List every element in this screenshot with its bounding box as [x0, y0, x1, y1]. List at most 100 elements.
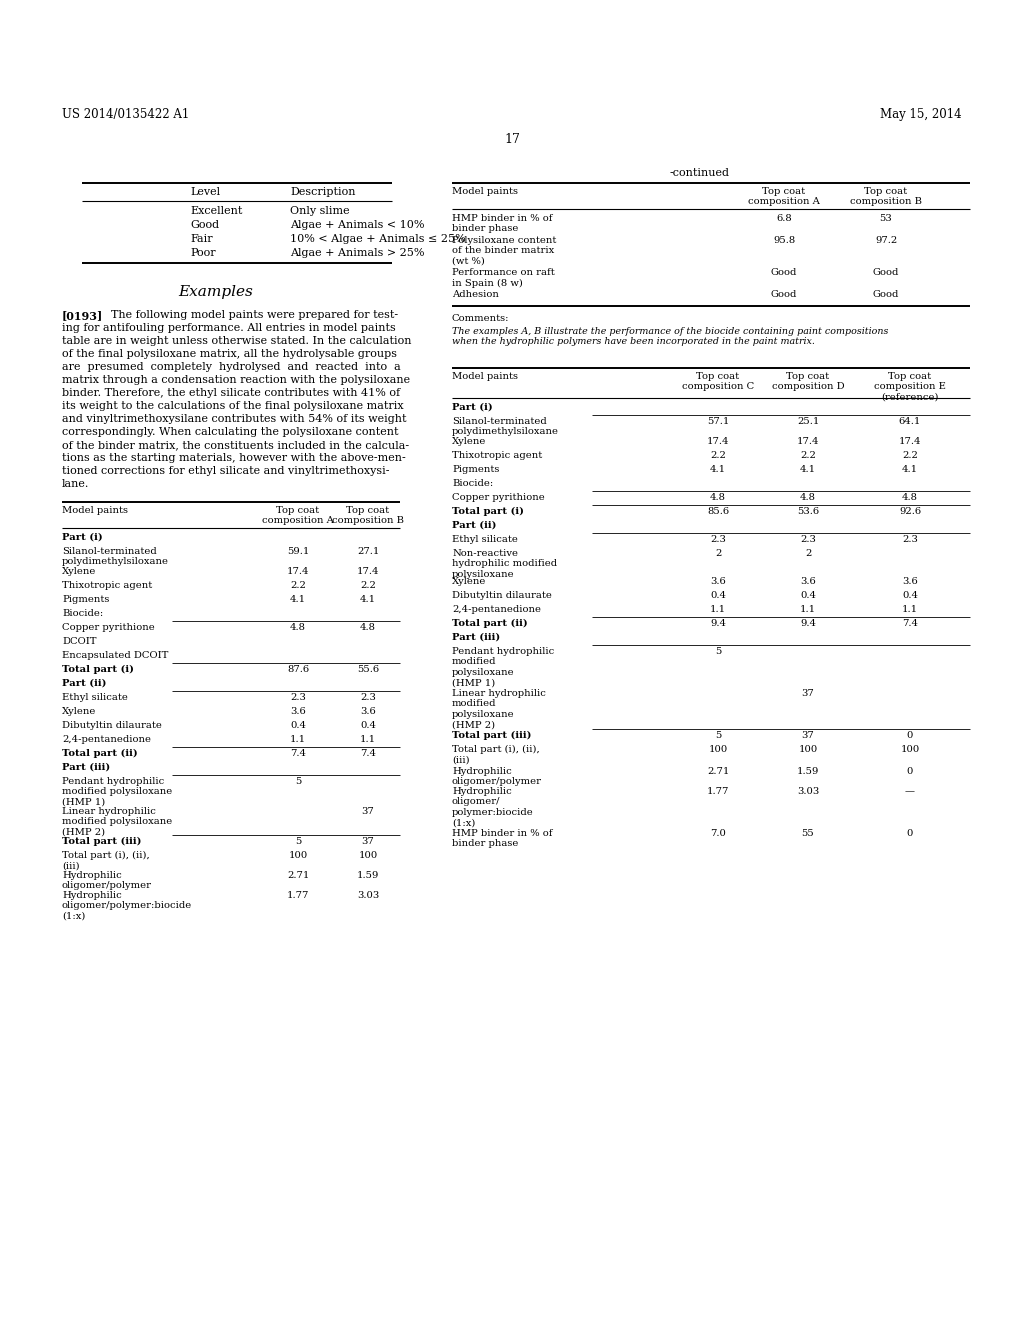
Text: 1.1: 1.1 [360, 735, 376, 744]
Text: Total part (i): Total part (i) [62, 665, 134, 675]
Text: 4.8: 4.8 [902, 492, 918, 502]
Text: 4.1: 4.1 [902, 465, 919, 474]
Text: 7.4: 7.4 [290, 748, 306, 758]
Text: Top coat
composition A: Top coat composition A [749, 187, 820, 206]
Text: Xylene: Xylene [452, 577, 486, 586]
Text: 17.4: 17.4 [287, 568, 309, 576]
Text: Silanol-terminated
polydimethylsiloxane: Silanol-terminated polydimethylsiloxane [62, 546, 169, 566]
Text: 2.71: 2.71 [707, 767, 729, 776]
Text: Ethyl silicate: Ethyl silicate [62, 693, 128, 702]
Text: Ethyl silicate: Ethyl silicate [452, 535, 518, 544]
Text: The examples A, B illustrate the performance of the biocide containing paint com: The examples A, B illustrate the perform… [452, 327, 889, 346]
Text: 6.8: 6.8 [776, 214, 792, 223]
Text: 1.59: 1.59 [797, 767, 819, 776]
Text: Model paints: Model paints [452, 372, 518, 381]
Text: 95.8: 95.8 [773, 236, 795, 246]
Text: Top coat
composition C: Top coat composition C [682, 372, 754, 392]
Text: 3.6: 3.6 [710, 577, 726, 586]
Text: Encapsulated DCOIT: Encapsulated DCOIT [62, 651, 168, 660]
Text: 4.1: 4.1 [290, 595, 306, 605]
Text: [0193]: [0193] [62, 310, 103, 321]
Text: binder. Therefore, the ethyl silicate contributes with 41% of: binder. Therefore, the ethyl silicate co… [62, 388, 400, 399]
Text: 100: 100 [358, 851, 378, 861]
Text: Total part (ii): Total part (ii) [452, 619, 527, 628]
Text: 0: 0 [907, 767, 913, 776]
Text: Good: Good [771, 268, 798, 277]
Text: Poor: Poor [190, 248, 216, 257]
Text: 2.2: 2.2 [360, 581, 376, 590]
Text: Copper pyrithione: Copper pyrithione [62, 623, 155, 632]
Text: 7.4: 7.4 [902, 619, 918, 628]
Text: Hydrophilic
oligomer/polymer: Hydrophilic oligomer/polymer [62, 871, 152, 891]
Text: 4.1: 4.1 [800, 465, 816, 474]
Text: 0.4: 0.4 [800, 591, 816, 601]
Text: Only slime: Only slime [290, 206, 349, 216]
Text: Xylene: Xylene [62, 708, 96, 715]
Text: Hydrophilic
oligomer/polymer: Hydrophilic oligomer/polymer [452, 767, 542, 787]
Text: 57.1: 57.1 [707, 417, 729, 426]
Text: are  presumed  completely  hydrolysed  and  reacted  into  a: are presumed completely hydrolysed and r… [62, 362, 400, 372]
Text: -continued: -continued [670, 168, 730, 178]
Text: Top coat
composition B: Top coat composition B [332, 506, 404, 525]
Text: Part (i): Part (i) [62, 533, 102, 543]
Text: 1.1: 1.1 [290, 735, 306, 744]
Text: Part (ii): Part (ii) [62, 678, 106, 688]
Text: 0: 0 [907, 731, 913, 741]
Text: 53: 53 [880, 214, 892, 223]
Text: and vinyltrimethoxysilane contributes with 54% of its weight: and vinyltrimethoxysilane contributes wi… [62, 414, 407, 424]
Text: 17.4: 17.4 [707, 437, 729, 446]
Text: of the final polysiloxane matrix, all the hydrolysable groups: of the final polysiloxane matrix, all th… [62, 348, 397, 359]
Text: 3.6: 3.6 [360, 708, 376, 715]
Text: 2.3: 2.3 [360, 693, 376, 702]
Text: Pendant hydrophilic
modified
polysiloxane
(HMP 1): Pendant hydrophilic modified polysiloxan… [452, 647, 554, 688]
Text: 37: 37 [361, 807, 375, 816]
Text: 2.3: 2.3 [290, 693, 306, 702]
Text: Description: Description [290, 187, 355, 197]
Text: 4.8: 4.8 [710, 492, 726, 502]
Text: 3.03: 3.03 [357, 891, 379, 900]
Text: Hydrophilic
oligomer/
polymer:biocide
(1:x): Hydrophilic oligomer/ polymer:biocide (1… [452, 787, 534, 828]
Text: 5: 5 [715, 731, 721, 741]
Text: lane.: lane. [62, 479, 89, 488]
Text: 2: 2 [715, 549, 721, 558]
Text: 55: 55 [802, 829, 814, 838]
Text: Total part (i), (ii),
(iii): Total part (i), (ii), (iii) [62, 851, 150, 870]
Text: its weight to the calculations of the final polysiloxane matrix: its weight to the calculations of the fi… [62, 401, 403, 411]
Text: Linear hydrophilic
modified
polysiloxane
(HMP 2): Linear hydrophilic modified polysiloxane… [452, 689, 546, 729]
Text: 0.4: 0.4 [902, 591, 918, 601]
Text: Excellent: Excellent [190, 206, 243, 216]
Text: 1.1: 1.1 [902, 605, 919, 614]
Text: 100: 100 [900, 744, 920, 754]
Text: 1.77: 1.77 [287, 891, 309, 900]
Text: 4.8: 4.8 [290, 623, 306, 632]
Text: Total part (ii): Total part (ii) [62, 748, 138, 758]
Text: 64.1: 64.1 [899, 417, 922, 426]
Text: matrix through a condensation reaction with the polysiloxane: matrix through a condensation reaction w… [62, 375, 411, 385]
Text: tioned corrections for ethyl silicate and vinyltrimethoxysi-: tioned corrections for ethyl silicate an… [62, 466, 389, 477]
Text: 1.1: 1.1 [710, 605, 726, 614]
Text: 2.2: 2.2 [710, 451, 726, 459]
Text: 1.77: 1.77 [707, 787, 729, 796]
Text: The following model paints were prepared for test-: The following model paints were prepared… [104, 310, 398, 319]
Text: 0: 0 [907, 829, 913, 838]
Text: Non-reactive
hydrophilic modified
polysiloxane: Non-reactive hydrophilic modified polysi… [452, 549, 557, 578]
Text: Comments:: Comments: [452, 314, 510, 323]
Text: Algae + Animals < 10%: Algae + Animals < 10% [290, 220, 425, 230]
Text: 2.3: 2.3 [710, 535, 726, 544]
Text: ing for antifouling performance. All entries in model paints: ing for antifouling performance. All ent… [62, 323, 395, 333]
Text: Dibutyltin dilaurate: Dibutyltin dilaurate [62, 721, 162, 730]
Text: 7.4: 7.4 [360, 748, 376, 758]
Text: of the binder matrix, the constituents included in the calcula-: of the binder matrix, the constituents i… [62, 440, 410, 450]
Text: 3.6: 3.6 [902, 577, 918, 586]
Text: Polysiloxane content
of the binder matrix
(wt %): Polysiloxane content of the binder matri… [452, 236, 556, 265]
Text: correspondingly. When calculating the polysiloxane content: correspondingly. When calculating the po… [62, 426, 398, 437]
Text: Silanol-terminated
polydimethylsiloxane: Silanol-terminated polydimethylsiloxane [452, 417, 559, 437]
Text: Good: Good [872, 268, 899, 277]
Text: 2,4-pentanedione: 2,4-pentanedione [452, 605, 541, 614]
Text: Hydrophilic
oligomer/polymer:biocide
(1:x): Hydrophilic oligomer/polymer:biocide (1:… [62, 891, 193, 921]
Text: 4.1: 4.1 [360, 595, 376, 605]
Text: US 2014/0135422 A1: US 2014/0135422 A1 [62, 108, 189, 121]
Text: Thixotropic agent: Thixotropic agent [452, 451, 543, 459]
Text: Good: Good [771, 290, 798, 300]
Text: HMP binder in % of
binder phase: HMP binder in % of binder phase [452, 214, 553, 234]
